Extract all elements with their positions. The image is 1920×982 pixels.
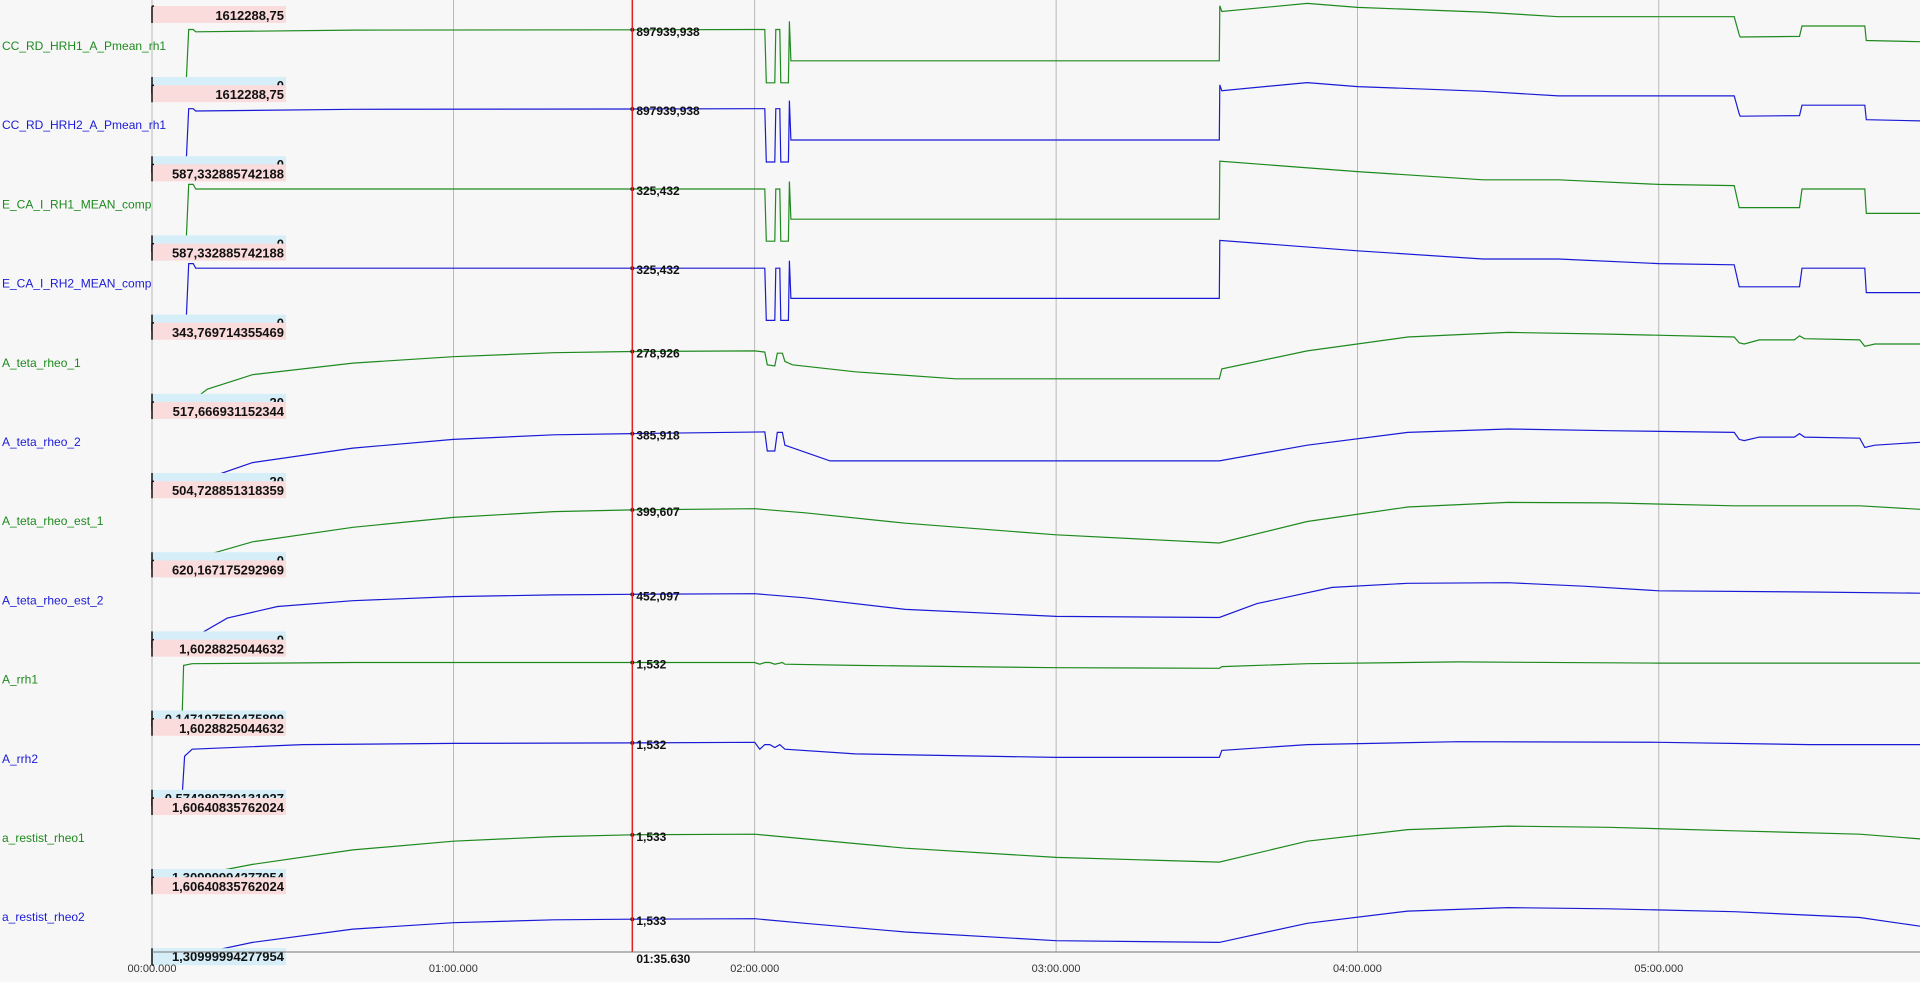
max-value-label: 1,60640835762024: [172, 879, 285, 894]
series-line: [152, 239, 1920, 321]
x-tick-label: 04:00.000: [1333, 963, 1382, 975]
max-value-bracket: [151, 480, 155, 499]
max-value-label: 343,769714355469: [172, 325, 284, 340]
series-line: [152, 825, 1920, 877]
max-value-label: 504,728851318359: [172, 483, 284, 498]
cursor-value: 325,432: [636, 263, 680, 277]
series-line: [152, 906, 1920, 956]
cursor-value: 1,533: [636, 914, 666, 928]
min-value-bracket: [151, 948, 155, 966]
grid: [151, 0, 1660, 952]
time-cursor[interactable]: 897939,938 897939,938 325,432 325,432 278,92…: [630, 0, 700, 966]
cursor-value: 897939,938: [636, 104, 700, 118]
channel-name[interactable]: CC_RD_HRH2_A_Pmean_rh1: [2, 118, 166, 132]
series-line: [152, 582, 1920, 640]
max-value-label: 587,332885742188: [172, 246, 284, 261]
cursor-value: 1,533: [636, 830, 666, 844]
max-value-bracket: [151, 163, 155, 182]
channel-labels: CC_RD_HRH1_A_Pmean_rh11612288,750CC_RD_H…: [2, 5, 286, 966]
max-value-bracket: [151, 5, 155, 23]
max-value-bracket: [151, 242, 155, 261]
max-value-box: [152, 798, 286, 815]
cursor-value: 399,607: [636, 505, 680, 519]
channel-name[interactable]: A_teta_rheo_est_1: [2, 514, 104, 528]
x-axis: 00:00.000 01:00.000 02:00.000 03:00.000 04:0…: [128, 951, 1920, 975]
max-value-bracket: [151, 401, 155, 419]
x-tick-label: 02:00.000: [730, 963, 779, 975]
x-tick-label: 05:00.000: [1634, 963, 1683, 975]
channel-name[interactable]: a_restist_rheo1: [2, 831, 85, 845]
max-value-box: [152, 85, 286, 103]
max-value-label: 1612288,75: [215, 8, 284, 23]
max-value-box: [152, 164, 286, 182]
series-line: [152, 81, 1920, 163]
cursor-value: 278,926: [636, 347, 680, 361]
channel-name[interactable]: A_rrh1: [2, 673, 38, 687]
max-value-bracket: [151, 322, 155, 340]
series-line: [152, 331, 1920, 402]
channel-name[interactable]: A_teta_rheo_1: [2, 356, 81, 370]
channel-name[interactable]: a_restist_rheo2: [2, 910, 85, 924]
max-value-label: 1612288,75: [215, 87, 284, 102]
series-line: [152, 741, 1920, 798]
x-tick-label: 01:00.000: [429, 963, 478, 975]
series-line: [152, 2, 1920, 84]
max-value-label: 1,6028825044632: [179, 721, 284, 736]
max-value-box: [152, 322, 286, 340]
max-value-box: [152, 481, 286, 499]
max-value-box: [152, 243, 286, 261]
max-value-box: [152, 402, 286, 419]
cursor-value: 1,532: [636, 738, 666, 752]
channel-name[interactable]: A_teta_rheo_2: [2, 435, 81, 449]
series-line: [152, 428, 1920, 481]
cursor-time-label: 01:35.630: [636, 952, 690, 966]
cursor-value: 897939,938: [636, 25, 700, 39]
x-tick-label: 00:00.000: [128, 963, 177, 975]
max-value-bracket: [151, 718, 155, 736]
channel-name[interactable]: CC_RD_HRH1_A_Pmean_rh1: [2, 39, 166, 53]
max-value-label: 1,60640835762024: [172, 800, 285, 815]
max-value-box: [152, 560, 286, 578]
channel-name[interactable]: A_rrh2: [2, 752, 38, 766]
max-value-bracket: [151, 797, 155, 815]
series-line: [152, 661, 1920, 719]
series-line: [152, 160, 1920, 242]
x-tick-label: 03:00.000: [1032, 963, 1081, 975]
max-value-label: 620,167175292969: [172, 562, 284, 577]
max-value-bracket: [151, 638, 155, 657]
max-value-box: [152, 6, 286, 23]
cursor-value: 385,918: [636, 429, 680, 443]
max-value-label: 587,332885742188: [172, 166, 284, 181]
channel-name[interactable]: A_teta_rheo_est_2: [2, 593, 104, 607]
max-value-box: [152, 639, 286, 657]
channel-name[interactable]: E_CA_I_RH2_MEAN_comp: [2, 277, 152, 291]
max-value-label: 517,666931152344: [173, 404, 285, 419]
cursor-value: 1,532: [636, 658, 666, 672]
series-line: [152, 501, 1920, 560]
max-value-label: 1,6028825044632: [179, 642, 284, 657]
max-value-bracket: [151, 559, 155, 578]
trace-layer: [152, 2, 1920, 956]
max-value-box: [152, 718, 286, 736]
min-value-label: 1,30999994277954: [172, 949, 285, 964]
max-value-bracket: [151, 84, 155, 103]
channel-name[interactable]: E_CA_I_RH1_MEAN_comp: [2, 197, 152, 211]
max-value-box: [152, 877, 286, 895]
cursor-value: 452,097: [636, 589, 680, 603]
cursor-value: 325,432: [636, 184, 680, 198]
max-value-bracket: [151, 876, 155, 895]
